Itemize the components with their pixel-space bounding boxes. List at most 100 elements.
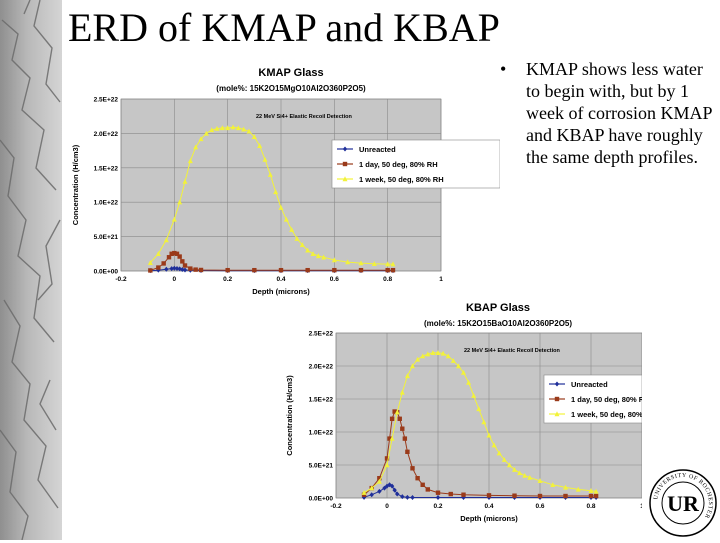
data-point: [377, 488, 382, 494]
data-point: [390, 261, 396, 267]
legend-label: 1 day, 50 deg, 80% RH: [359, 160, 438, 169]
data-point: [331, 257, 337, 263]
bullet-text: KMAP shows less water to begin with, but…: [526, 59, 712, 167]
legend-swatch-marker: [554, 381, 560, 387]
x-tick-label: 0.8: [383, 276, 392, 283]
legend-swatch-marker: [342, 176, 348, 182]
legend-label: 1 week, 50 deg, 80% RH: [359, 175, 444, 184]
data-point: [163, 237, 169, 243]
data-point: [397, 416, 402, 421]
data-point: [588, 488, 594, 493]
data-point: [203, 130, 209, 136]
data-point: [435, 350, 441, 355]
data-point: [358, 267, 364, 273]
data-point: [198, 136, 204, 142]
data-point: [376, 478, 382, 484]
x-axis-label: Depth (microns): [252, 287, 310, 296]
chart-annotation: 22 MeV Si4+ Elastic Recoil Detection: [464, 348, 560, 354]
data-point: [461, 492, 466, 497]
data-point: [198, 267, 204, 273]
data-point: [400, 426, 405, 431]
y-tick-label: 1.0E+22: [94, 200, 119, 207]
data-point: [415, 476, 420, 481]
legend-label: Unreacted: [359, 145, 396, 154]
legend-label: 1 week, 50 deg, 80% RH: [571, 410, 642, 419]
data-point: [450, 358, 456, 363]
data-point: [180, 266, 185, 272]
data-point: [517, 470, 523, 476]
data-point: [389, 416, 395, 421]
data-point: [267, 171, 273, 177]
y-tick-label: 5.0E+21: [94, 234, 119, 241]
legend-swatch-marker: [554, 396, 560, 402]
data-point: [410, 494, 415, 500]
data-point: [278, 267, 284, 273]
data-point: [182, 267, 188, 273]
data-point: [246, 128, 252, 134]
data-point: [171, 216, 177, 222]
data-point: [169, 266, 174, 272]
data-point: [522, 472, 528, 478]
y-tick-label: 1.5E+22: [309, 397, 334, 404]
legend-swatch-marker: [342, 146, 348, 152]
series-2: [361, 409, 599, 499]
data-point: [445, 353, 451, 359]
data-point: [299, 242, 305, 248]
data-point: [486, 493, 492, 498]
data-point: [392, 487, 397, 493]
data-point: [512, 493, 517, 498]
data-point: [476, 406, 482, 412]
x-tick-label: 0.8: [586, 503, 595, 510]
x-tick-label: 0.6: [535, 503, 544, 510]
data-point: [321, 254, 327, 260]
data-point: [177, 199, 183, 205]
x-tick-label: 0.4: [484, 503, 493, 510]
data-point: [230, 124, 236, 130]
legend-swatch-marker: [554, 411, 560, 417]
data-point: [219, 125, 225, 131]
data-point: [156, 267, 161, 273]
data-point: [283, 216, 289, 222]
data-point: [410, 466, 415, 471]
data-point: [402, 436, 408, 441]
y-tick-label: 0.0E+00: [94, 269, 119, 276]
legend-box: [331, 139, 500, 189]
data-point: [332, 267, 337, 273]
series-3: [147, 124, 396, 267]
data-point: [225, 125, 231, 131]
data-point: [593, 493, 599, 499]
data-point: [563, 493, 568, 499]
chart-kmap: KMAP Glass (mole%: 15K2O15MgO10Al2O360P2O…: [60, 60, 500, 305]
series-3: [361, 350, 599, 495]
data-point: [155, 251, 161, 256]
x-tick-label: -0.2: [330, 503, 342, 510]
data-point: [405, 494, 410, 500]
data-point: [193, 267, 198, 272]
data-point: [550, 482, 556, 487]
seal-icon: UNIVERSITY OF ROCHESTER UR: [649, 469, 717, 537]
data-point: [147, 260, 153, 265]
data-point: [241, 126, 247, 132]
data-point: [563, 484, 568, 490]
data-point: [537, 478, 543, 484]
data-point: [481, 419, 487, 425]
data-point: [209, 127, 215, 133]
data-point: [385, 267, 390, 273]
data-point: [252, 267, 257, 273]
data-point: [435, 494, 441, 500]
chart-subtitle: (mole%: 15K2O15MgO10Al2O360P2O5): [216, 84, 366, 93]
data-point: [315, 253, 321, 259]
data-point: [369, 492, 374, 498]
data-point: [161, 261, 166, 266]
data-point: [294, 235, 300, 241]
y-tick-label: 2.0E+22: [94, 131, 119, 138]
data-point: [384, 462, 390, 468]
x-tick-label: 0: [173, 276, 177, 283]
y-tick-label: 2.0E+22: [309, 364, 334, 371]
y-tick-label: 2.5E+22: [309, 331, 334, 338]
data-point: [278, 205, 284, 210]
data-point: [399, 389, 405, 395]
data-point: [345, 259, 351, 265]
data-point: [588, 493, 594, 499]
data-point: [177, 266, 182, 272]
